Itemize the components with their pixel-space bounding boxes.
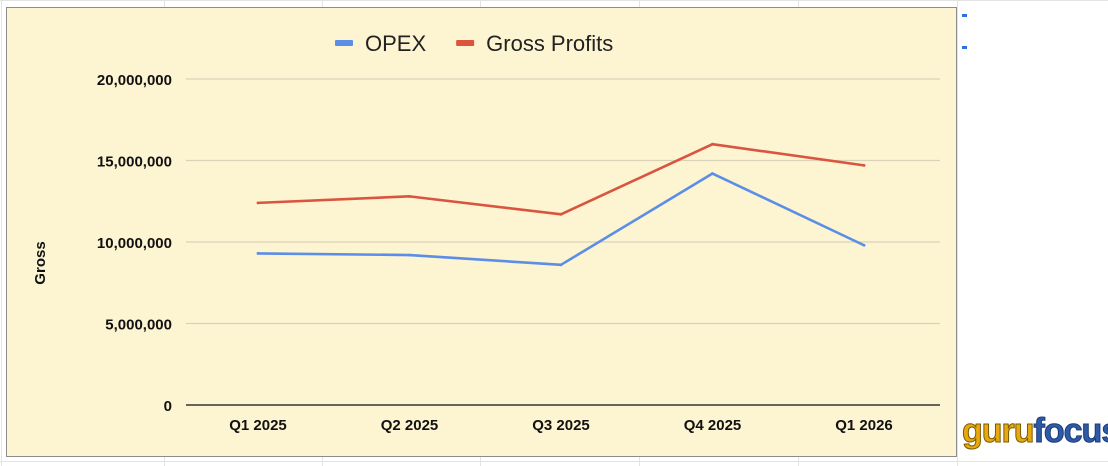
logo-part-guru: guru bbox=[962, 412, 1036, 450]
series-line-gross-profits bbox=[256, 142, 866, 216]
legend-swatch bbox=[335, 40, 353, 46]
selection-handle-bottom[interactable] bbox=[962, 46, 967, 49]
data-point bbox=[862, 243, 866, 247]
legend-label: OPEX bbox=[365, 31, 426, 56]
y-tick-label: 20,000,000 bbox=[97, 72, 172, 89]
data-point bbox=[711, 172, 714, 175]
logo-part-focus: focus bbox=[1033, 412, 1108, 450]
x-tick-label: Q4 2025 bbox=[684, 417, 742, 434]
series-line-opex bbox=[256, 172, 866, 267]
data-point bbox=[408, 253, 411, 257]
data-point bbox=[559, 263, 563, 267]
x-tick-label: Q3 2025 bbox=[532, 417, 590, 434]
data-point bbox=[862, 163, 866, 167]
y-tick-label: 10,000,000 bbox=[97, 235, 172, 252]
chart-area[interactable]: 0 5,000,000 10,000,000 15,000,000 20,000,000… bbox=[6, 7, 957, 457]
y-tick-label: 15,000,000 bbox=[97, 154, 172, 171]
x-tick-label: Q1 2025 bbox=[229, 417, 287, 434]
gurufocus-logo: gurufocus bbox=[962, 412, 1108, 450]
data-point bbox=[408, 194, 411, 198]
data-point bbox=[256, 252, 260, 255]
data-point bbox=[256, 201, 260, 205]
y-axis-title: Gross bbox=[32, 241, 49, 284]
x-tick-label: Q2 2025 bbox=[381, 417, 439, 434]
legend-label: Gross Profits bbox=[486, 31, 613, 56]
line-chart: 0 5,000,000 10,000,000 15,000,000 20,000,000… bbox=[32, 31, 940, 434]
y-tick-label: 5,000,000 bbox=[105, 317, 172, 334]
y-tick-label: 0 bbox=[164, 398, 172, 415]
selection-handle-top[interactable] bbox=[962, 14, 967, 17]
legend-swatch bbox=[456, 40, 475, 46]
data-point bbox=[711, 142, 714, 146]
x-tick-label: Q1 2026 bbox=[835, 417, 893, 434]
data-point bbox=[559, 212, 563, 216]
